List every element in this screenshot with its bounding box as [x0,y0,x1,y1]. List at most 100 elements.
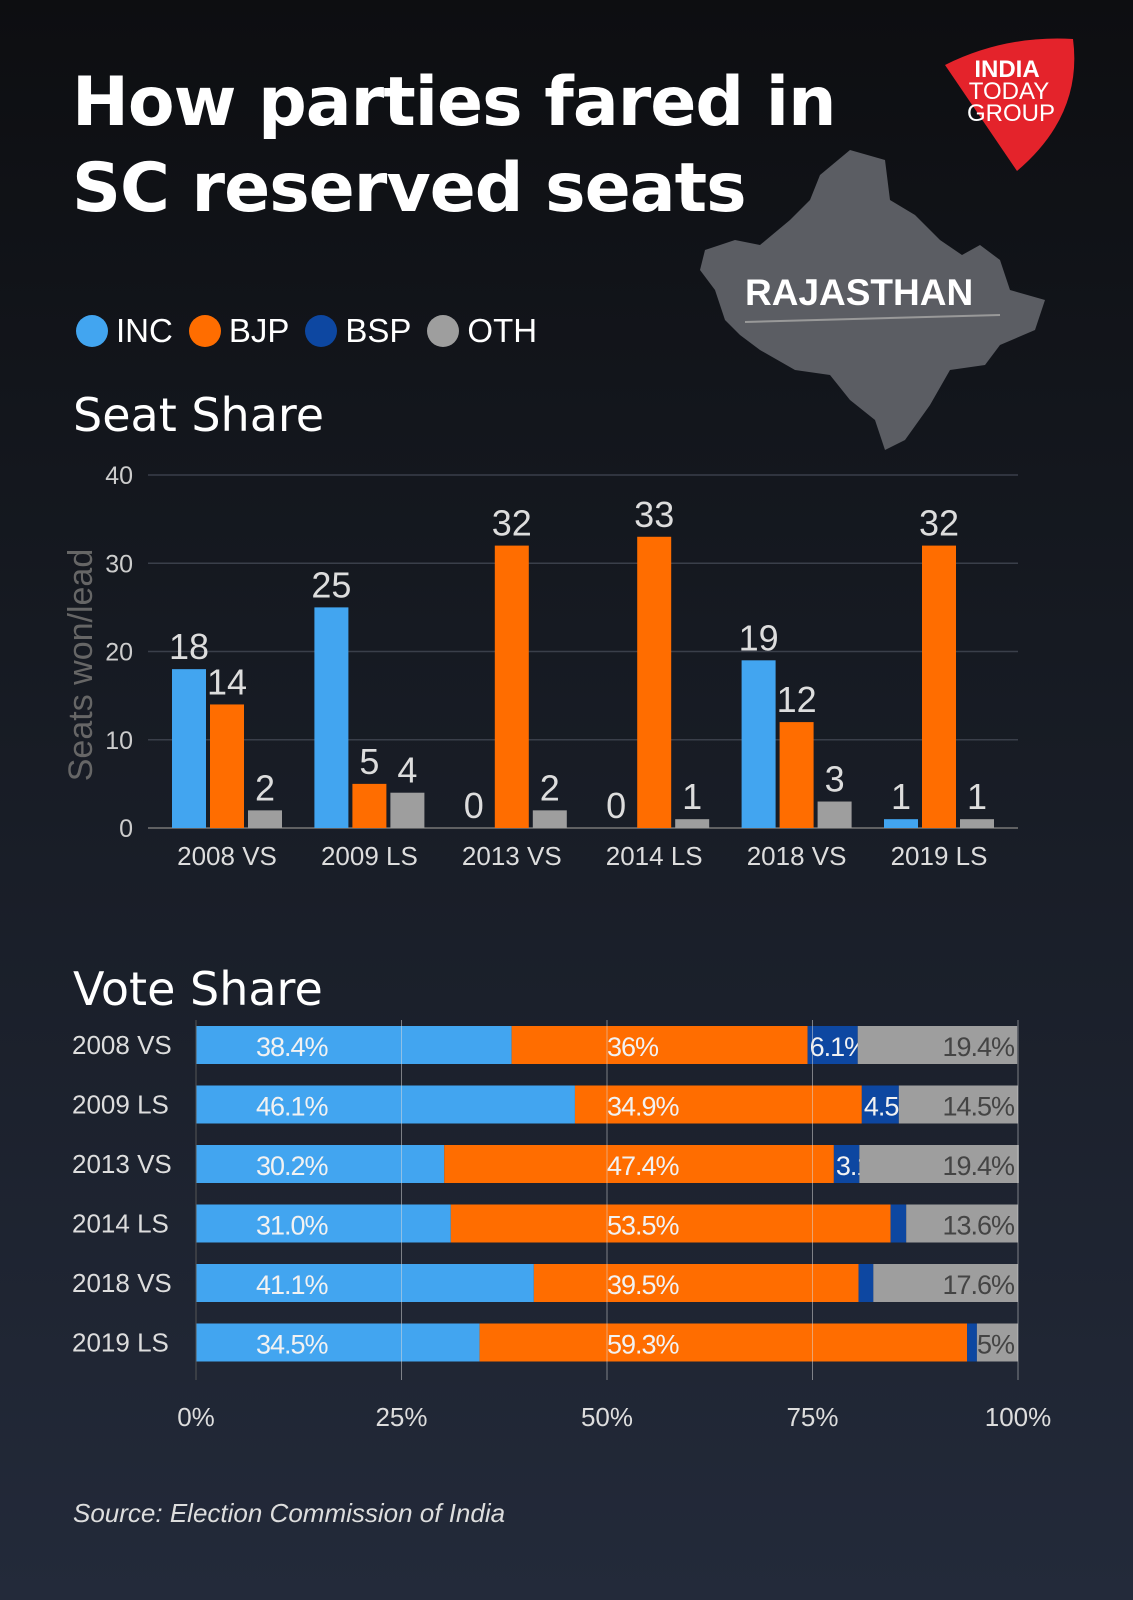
x-tick-label: 75% [786,1402,838,1432]
segment-inc [196,1323,480,1362]
y-tick-label: 0 [119,815,133,843]
x-tick-label: 25% [375,1402,427,1432]
legend-label: INC [116,312,173,349]
data-label: 25 [311,564,351,605]
vote-share-title: Vote Share [73,962,323,1016]
x-tick-label: 2009 LS [321,841,418,870]
segment-label: 34.9% [607,1092,680,1122]
legend-label: OTH [467,312,538,349]
segment-oth [857,1026,1018,1064]
segment-inc [196,1145,445,1183]
x-tick-label: 2014 LS [606,841,703,870]
segment-label: 53.5% [607,1211,680,1241]
seat-share-title: Seat Share [73,388,325,442]
legend-label: BSP [345,312,412,349]
data-label: 32 [492,503,532,544]
x-tick-label: 2018 VS [747,841,847,870]
bar-oth [960,819,994,828]
bar-oth [532,810,567,828]
segment-inc [196,1026,512,1064]
segment-label: 19.4% [942,1032,1015,1062]
data-label: 18 [169,626,209,667]
segment-bjp [574,1085,862,1124]
svg-text:INDIA: INDIA [974,56,1039,83]
title-line-2: SC reserved seats [72,149,747,228]
segment-label: 13.6% [942,1211,1015,1241]
y-tick-label: 20 [105,639,133,667]
segment-label: 39.5% [607,1270,680,1300]
bar-inc [884,819,918,828]
row-label: 2013 VS [72,1149,172,1179]
row-label: 2008 VS [72,1030,172,1060]
segment-bjp [479,1323,968,1362]
segment-oth [906,1204,1018,1243]
segment-inc [196,1204,451,1243]
vote-share-chart: 2008 VS 38.4% 36% 6.1% 19.4%2009 LS 46.1% 34.9… [72,1020,1052,1432]
bar-inc [741,660,776,828]
segment-oth [976,1323,1018,1362]
bar-bjp [922,545,956,828]
legend: INC BJP BSP OTH [76,312,537,350]
segment-bsp [833,1145,860,1183]
segment-label: 36% [607,1032,659,1062]
segment-bsp [858,1264,874,1302]
segment-bjp [444,1145,834,1183]
svg-text:GROUP: GROUP [967,100,1055,127]
data-label: 2 [255,767,275,808]
x-tick-label: 0% [177,1402,215,1432]
legend-swatch [76,315,108,347]
segment-label: 5% [977,1330,1015,1360]
data-label: 1 [891,776,911,817]
y-tick-label: 40 [105,462,133,490]
segment-label: 38.4% [256,1032,329,1062]
segment-label: 47.4% [607,1151,680,1181]
source-note: Source: Election Commission of India [73,1498,506,1528]
segment-bsp [967,1323,977,1362]
legend-swatch [188,315,221,347]
data-label: 1 [967,776,987,817]
bar-bjp [494,545,529,828]
data-label: 5 [359,741,379,782]
title-line-1: How parties fared in [72,63,836,142]
segment-oth [859,1145,1019,1183]
segment-inc [196,1085,575,1124]
segment-oth [898,1085,1018,1124]
bar-oth [390,792,425,828]
segment-bsp [807,1026,858,1064]
x-tick-label: 2008 VS [177,841,277,870]
bar-oth [248,810,282,828]
data-label: 0 [606,785,626,826]
y-tick-label: 30 [105,550,133,578]
legend-item-bjp: BJP [188,312,290,350]
bar-oth [817,801,852,828]
segment-label: 46.1% [256,1092,329,1122]
data-label: 3 [825,759,845,800]
row-label: 2014 LS [72,1209,169,1239]
segment-label: 41.1% [256,1270,329,1300]
row-label: 2009 LS [72,1090,169,1120]
bar-oth [675,819,710,828]
bar-inc [172,669,206,828]
legend-item-inc: INC [76,312,173,350]
legend-item-bsp: BSP [305,312,411,350]
data-label: 14 [207,661,247,702]
x-tick-label: 2013 VS [462,841,562,870]
rajasthan-map: RAJASTHAN [700,150,1045,450]
bar-bjp [637,536,672,828]
legend-item-oth: OTH [427,312,537,350]
legend-label: BJP [228,312,290,349]
x-tick-label: 100% [985,1402,1052,1432]
data-label: 1 [682,776,702,817]
segment-label: 17.6% [942,1270,1015,1300]
segment-label: 59.3% [607,1330,680,1360]
segment-inc [196,1264,534,1302]
segment-label: 14.5% [942,1092,1015,1122]
y-tick-label: 10 [105,727,133,755]
bar-inc [314,607,349,828]
bar-bjp [779,722,814,828]
legend-swatch [305,315,338,347]
bar-bjp [352,783,387,828]
row-label: 2018 VS [72,1268,172,1298]
segment-bjp [533,1264,859,1302]
